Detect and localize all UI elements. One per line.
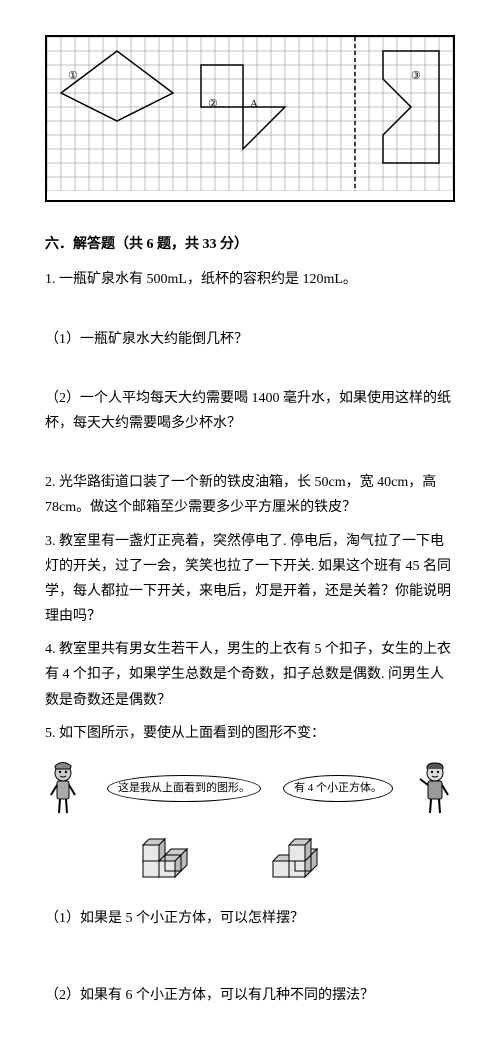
q1-intro: 1. 一瓶矿泉水有 500mL，纸杯的容积约是 120mL。 [45,267,455,292]
q2: 2. 光华路街道口装了一个新的铁皮油箱，长 50cm，宽 40cm，高 78cm… [45,470,455,520]
person-left-icon [45,761,85,816]
svg-text:A: A [250,98,258,110]
q1-sub2: （2）一个人平均每天大约需要喝 1400 毫升水，如果使用这样的纸杯，每天大约需… [45,386,455,436]
svg-text:①: ① [68,70,78,82]
q5-sub2: （2）如果有 6 个小正方体，可以有几种不同的摆法？ [45,983,455,1008]
bubble-left: 这是我从上面看到的图形。 [107,775,261,803]
q1-sub1: （1）一瓶矿泉水大约能倒几杯？ [45,327,455,352]
svg-text:③: ③ [411,70,421,82]
cubes-row [45,831,455,886]
q3: 3. 教室里有一盏灯正亮着，突然停电了. 停电后，淘气拉了一下电灯的开关，过了一… [45,529,455,630]
cubes-right-icon [265,831,365,886]
bubble-row: 这是我从上面看到的图形。 有 4 个小正方体。 [45,761,455,816]
person-right-icon [415,761,455,816]
section-title: 六．解答题（共 6 题，共 33 分） [45,232,455,257]
svg-text:②: ② [208,98,218,110]
grid-svg: ① ② A ③ [47,37,453,191]
q5-sub1: （1）如果是 5 个小正方体，可以怎样摆？ [45,906,455,931]
cubes-left-icon [135,831,215,886]
q5-intro: 5. 如下图所示，要使从上面看到的图形不变： [45,721,455,746]
bubble-right: 有 4 个小正方体。 [283,775,393,803]
q4: 4. 教室里共有男女生若干人，男生的上衣有 5 个扣子，女生的上衣有 4 个扣子… [45,637,455,713]
grid-diagram: ① ② A ③ [45,35,455,202]
